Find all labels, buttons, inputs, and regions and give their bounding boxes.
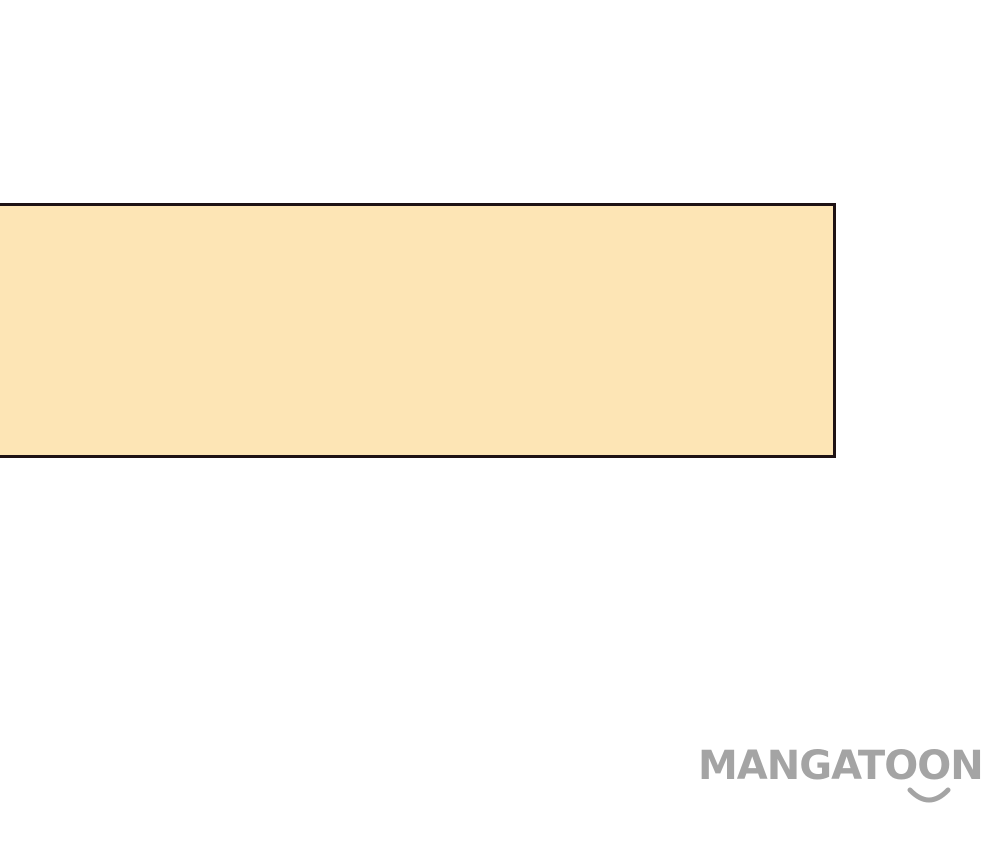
smile-icon	[907, 787, 951, 803]
manga-panel-box	[0, 203, 836, 458]
watermark-text: MANGATOON	[698, 743, 984, 789]
mangatoon-watermark: MANGATOON	[698, 738, 1000, 810]
